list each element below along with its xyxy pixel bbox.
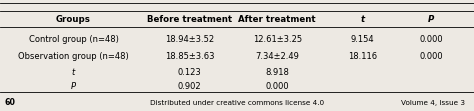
Text: 12.61±3.25: 12.61±3.25 [253,35,302,44]
Text: 18.85±3.63: 18.85±3.63 [165,52,214,61]
Text: 8.918: 8.918 [265,68,289,77]
Text: 18.116: 18.116 [348,52,377,61]
Text: 0.000: 0.000 [419,35,443,44]
Text: Volume 4, Issue 3: Volume 4, Issue 3 [401,100,465,106]
Text: Control group (n=48): Control group (n=48) [28,35,118,44]
Text: 0.123: 0.123 [178,68,201,77]
Text: 60: 60 [5,98,16,107]
Text: Groups: Groups [56,15,91,24]
Text: P: P [428,15,435,24]
Text: Before treatment: Before treatment [147,15,232,24]
Text: Observation group (n=48): Observation group (n=48) [18,52,129,61]
Text: 7.34±2.49: 7.34±2.49 [255,52,299,61]
Text: P: P [71,82,76,91]
Text: 0.000: 0.000 [419,52,443,61]
Text: t: t [361,15,365,24]
Text: 18.94±3.52: 18.94±3.52 [165,35,214,44]
Text: After treatment: After treatment [238,15,316,24]
Text: Distributed under creative commons license 4.0: Distributed under creative commons licen… [150,100,324,106]
Text: 9.154: 9.154 [351,35,374,44]
Text: 0.902: 0.902 [178,82,201,91]
Text: 0.000: 0.000 [265,82,289,91]
Text: t: t [72,68,75,77]
